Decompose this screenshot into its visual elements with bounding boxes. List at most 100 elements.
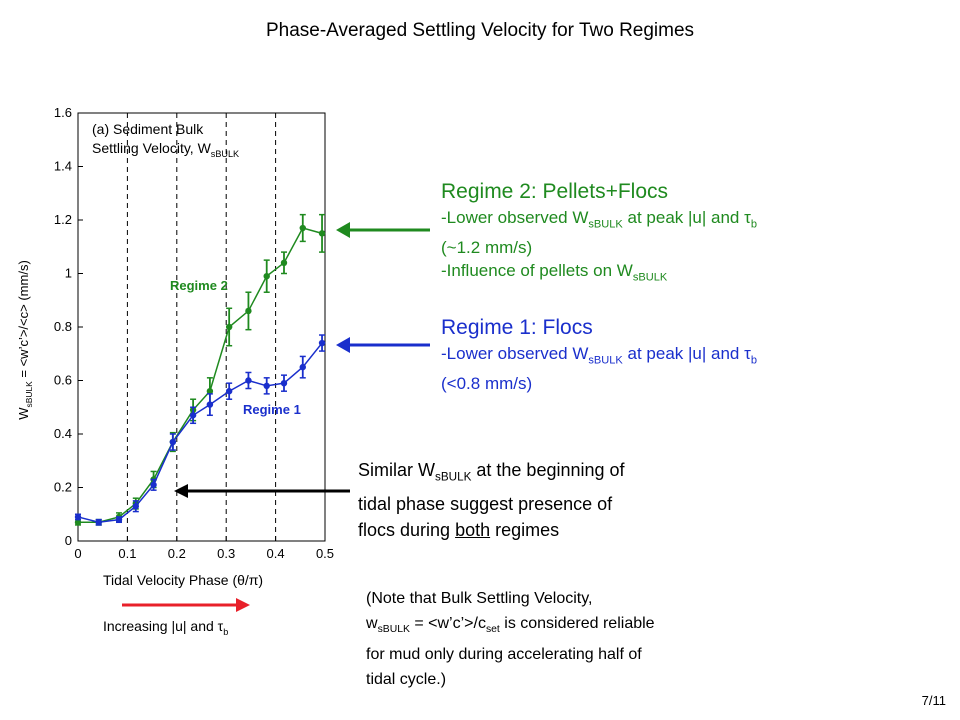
increasing-label-text: Increasing |u| and τ <box>103 618 224 634</box>
note-line2: wsBULK = <w’c’>/cset is considered relia… <box>366 611 655 642</box>
y-tick-label: 1.2 <box>54 212 72 227</box>
similar-line1-prefix: Similar W <box>358 460 435 480</box>
regime2-line3: -Influence of pellets on WsBULK <box>441 259 757 289</box>
x-tick-label: 0 <box>74 546 81 561</box>
similar-line1-sub: sBULK <box>435 470 472 484</box>
regime2-line2: (~1.2 mm/s) <box>441 238 533 258</box>
regime1-line1-sub: sBULK <box>588 354 623 367</box>
data-point <box>95 519 102 526</box>
note-line2-prefix: w <box>366 615 378 632</box>
note-line1: (Note that Bulk Settling Velocity, <box>366 590 593 607</box>
x-tick-label: 0.2 <box>168 546 186 561</box>
y-axis-label: WsBULK = <w’c’>/<c> (mm/s) <box>16 260 34 420</box>
x-tick-label: 0.3 <box>217 546 235 561</box>
regime2-line1-sub2: b <box>750 218 757 231</box>
data-point <box>115 516 123 523</box>
panel-label-line2: Settling Velocity, W <box>92 140 211 156</box>
regime2-arrowhead <box>336 222 350 238</box>
panel-label-sub: sBULK <box>210 148 240 159</box>
regime1-line1-prefix: -Lower observed W <box>441 344 589 363</box>
note-line3: for mud only during accelerating half of <box>366 646 642 664</box>
plot-frame <box>77 112 326 542</box>
y-tick-label: 1 <box>65 266 72 281</box>
panel-label-line1: (a) Sediment Bulk <box>92 121 204 137</box>
regime1-annotation: Regime 1 <box>243 402 301 417</box>
similar-line1: Similar WsBULK at the beginning of <box>358 457 625 491</box>
increasing-label: Increasing |u| and τb <box>103 618 228 637</box>
regime1-line1: -Lower observed WsBULK at peak |u| and τ… <box>441 342 757 372</box>
data-point <box>318 230 326 237</box>
data-point <box>245 307 252 315</box>
regime2-line3-sub: sBULK <box>632 271 668 284</box>
data-point <box>263 382 270 390</box>
regime2-line1-mid: at peak |u| and τ <box>622 208 751 227</box>
y-tick-label: 0.6 <box>54 373 72 388</box>
series-layer <box>74 213 326 526</box>
y-tick-label: 0 <box>65 533 72 548</box>
note-line2-mid: = <w’c’>/c <box>409 615 486 632</box>
similar-line3-prefix: flocs during <box>358 519 456 540</box>
x-axis-label: Tidal Velocity Phase (θ/π) <box>103 572 264 588</box>
y-tick-label: 0.8 <box>54 319 72 334</box>
y-tick-label: 0.4 <box>54 426 72 441</box>
similar-line2: tidal phase suggest presence of <box>358 493 613 514</box>
axis-ticks: 0 0.1 0.2 0.3 0.4 0.5 0 0.2 0.4 0.6 0.8 1 1.2 1.4 1.6 <box>54 105 334 561</box>
data-point <box>169 438 177 446</box>
series-line <box>77 342 323 524</box>
note-line2-sub2: set <box>485 624 500 636</box>
regime1-line1-mid: at peak |u| and τ <box>622 344 751 363</box>
regime2-line3-prefix: -Influence of pellets on W <box>441 261 633 281</box>
note-line2-sub: sBULK <box>377 624 410 636</box>
similar-line3-underlined: both <box>455 519 491 540</box>
regime2-note: Regime 2: Pellets+Flocs -Lower observed … <box>441 178 757 290</box>
note-line2-suffix: is considered reliable <box>499 615 655 632</box>
y-tick-label: 0.2 <box>54 480 72 495</box>
data-point <box>74 513 82 521</box>
x-tick-label: 0.5 <box>316 546 334 561</box>
data-point <box>299 224 306 232</box>
regime1-heading: Regime 1: Flocs <box>441 316 593 339</box>
data-point <box>299 363 306 371</box>
similar-line1-suffix: at the beginning of <box>471 460 625 480</box>
regime1-note: Regime 1: Flocs -Lower observed WsBULK a… <box>441 314 757 395</box>
data-point <box>150 481 157 489</box>
data-point <box>206 401 214 408</box>
data-point <box>74 519 82 526</box>
data-point <box>280 379 288 387</box>
note-line4: tidal cycle.) <box>366 671 447 689</box>
regime2-line1-sub: sBULK <box>588 218 623 231</box>
data-point <box>132 503 139 510</box>
similar-arrowhead <box>174 484 188 498</box>
y-tick-label: 1.6 <box>54 105 72 120</box>
series-regime-2 <box>74 213 326 526</box>
data-point <box>225 388 233 395</box>
ylabel-sub: sBULK <box>23 381 34 408</box>
data-point <box>263 272 270 280</box>
series-line <box>78 227 323 524</box>
regime2-annotation: Regime 2 <box>170 278 228 293</box>
data-point <box>189 412 197 419</box>
regime2-line1: -Lower observed WsBULK at peak |u| and τ… <box>441 206 757 236</box>
similar-note: Similar WsBULK at the beginning of tidal… <box>358 457 625 543</box>
y-tick-label: 1.4 <box>54 159 72 174</box>
bulk-velocity-note: (Note that Bulk Settling Velocity, wsBUL… <box>366 586 655 692</box>
ylabel-prefix: W <box>16 407 32 420</box>
data-point <box>245 377 252 384</box>
regime1-line2: (<0.8 mm/s) <box>441 374 533 394</box>
slide-title: Phase-Averaged Settling Velocity for Two… <box>265 20 695 41</box>
page-number: 7/11 <box>921 693 946 708</box>
increasing-label-sub: b <box>223 626 229 637</box>
similar-line3-suffix: regimes <box>490 519 560 540</box>
series-regime-1 <box>74 334 326 526</box>
data-point <box>318 339 326 347</box>
ylabel-suffix: = <w’c’>/<c> (mm/s) <box>16 260 32 382</box>
arrows-layer <box>122 222 430 612</box>
regime2-line1-prefix: -Lower observed W <box>441 208 589 227</box>
panel-label: (a) Sediment Bulk Settling Velocity, WsB… <box>92 120 239 164</box>
regime1-line1-sub2: b <box>750 354 757 367</box>
regime2-heading: Regime 2: Pellets+Flocs <box>441 180 669 203</box>
increasing-arrowhead <box>236 598 250 612</box>
data-point <box>206 388 214 395</box>
data-point <box>225 323 233 331</box>
